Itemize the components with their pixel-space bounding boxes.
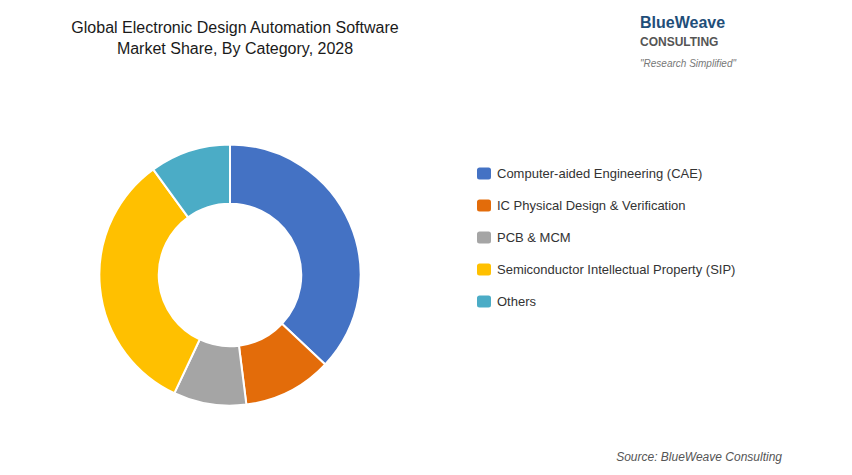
svg-text:CONSULTING: CONSULTING	[640, 35, 718, 49]
svg-text:Market Share, By Category, 202: Market Share, By Category, 2028	[117, 40, 353, 57]
svg-text:BlueWeave: BlueWeave	[640, 14, 725, 31]
svg-text:Source: BlueWeave Consulting: Source: BlueWeave Consulting	[616, 450, 782, 464]
svg-text:Computer-aided Engineering (CA: Computer-aided Engineering (CAE)	[497, 166, 702, 181]
svg-text:PCB & MCM: PCB & MCM	[497, 230, 571, 245]
svg-text:Semiconductor Intellectual Pro: Semiconductor Intellectual Property (SIP…	[497, 262, 735, 277]
svg-text:"Research Simplified": "Research Simplified"	[640, 58, 736, 69]
svg-text:Global Electronic Design Autom: Global Electronic Design Automation Soft…	[71, 19, 398, 36]
svg-text:Others: Others	[497, 294, 537, 309]
svg-text:IC Physical Design & Verificat: IC Physical Design & Verification	[497, 198, 686, 213]
